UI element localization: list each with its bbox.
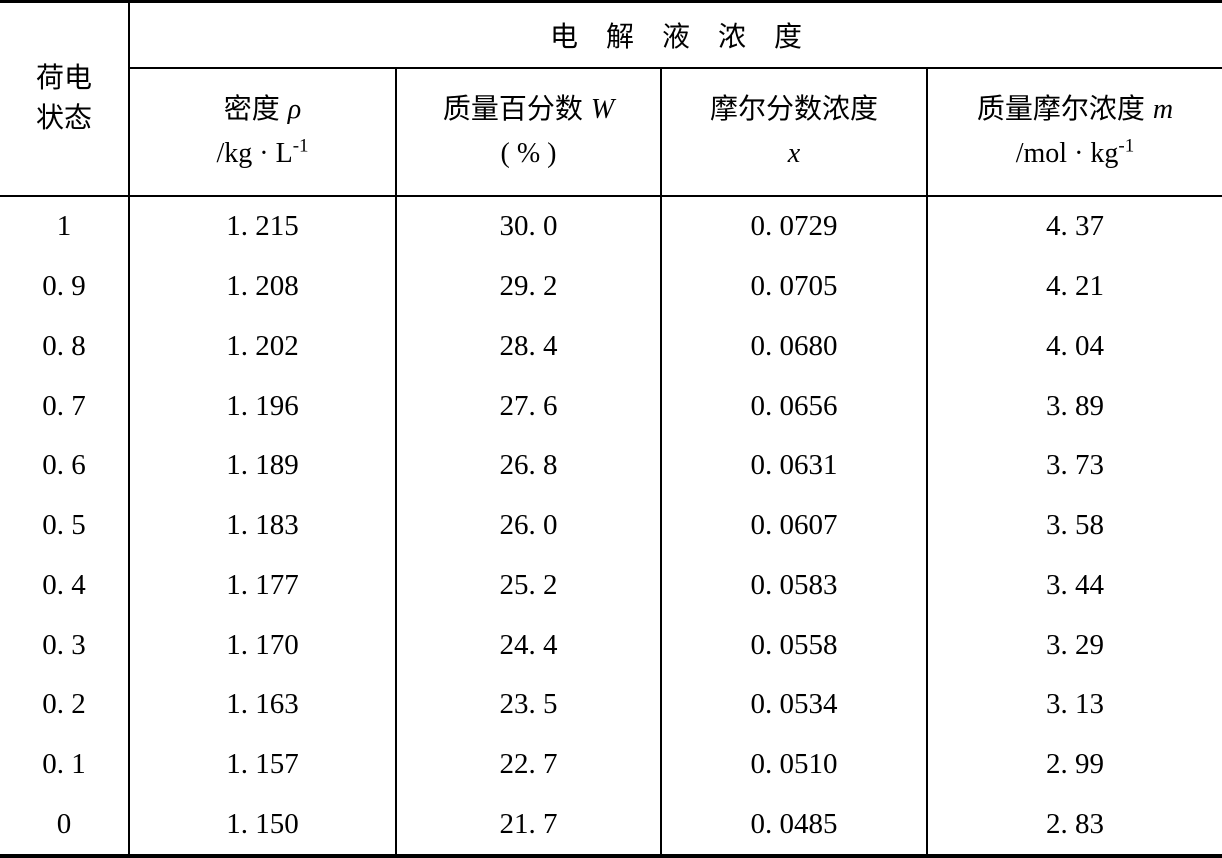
mole-fraction-cell: 0. 0607: [662, 495, 928, 556]
soc-cell: 1: [0, 197, 130, 257]
group-header-cell: 电解液浓度: [130, 3, 1222, 69]
table-row: 0. 1 1. 157 22. 7 0. 0510 2. 99: [0, 734, 1222, 795]
molality-cell: 3. 44: [1046, 568, 1104, 601]
mole-fraction-cell: 0. 0534: [662, 674, 928, 735]
col-header-density: 密度 ρ /kg · L-1: [130, 69, 397, 195]
mass-percent-cell: 21. 7: [397, 794, 662, 854]
density-unit: /kg · L: [216, 138, 293, 169]
mass-percent-symbol: W: [590, 94, 615, 125]
table-row: 1 1. 215 30. 0 0. 0729 4. 37: [0, 197, 1222, 257]
density-cell: 1. 189: [130, 435, 397, 496]
molality-cell: 4. 37: [1046, 210, 1104, 243]
density-symbol: ρ: [287, 94, 302, 125]
density-cell: 1. 150: [130, 794, 397, 854]
col-header-molality: 质量摩尔浓度 m /mol · kg-1: [928, 69, 1222, 195]
density-unit-exponent: -1: [292, 135, 309, 157]
mass-percent-cell: 30. 0: [397, 197, 662, 257]
molality-cell: 3. 29: [1046, 628, 1104, 661]
density-cell: 1. 196: [130, 376, 397, 436]
mass-percent-cell: 22. 7: [397, 734, 662, 795]
mass-percent-cell: 25. 2: [397, 555, 662, 616]
soc-cell: 0. 4: [0, 555, 130, 616]
molality-cell: 3. 89: [1046, 389, 1104, 422]
mole-fraction-cell: 0. 0656: [662, 376, 928, 436]
mole-fraction-cell: 0. 0729: [662, 197, 928, 257]
soc-header-cell: 荷电 状态: [0, 3, 130, 195]
table-row: 0. 9 1. 208 29. 2 0. 0705 4. 21: [0, 256, 1222, 317]
molality-cell: 3. 73: [1046, 449, 1104, 482]
soc-cell: 0. 2: [0, 674, 130, 735]
density-cell: 1. 183: [130, 495, 397, 556]
mass-percent-header-label: 质量百分数: [442, 94, 583, 125]
density-cell: 1. 170: [130, 615, 397, 675]
molality-header-label: 质量摩尔浓度: [976, 94, 1145, 125]
table-body: 1 1. 215 30. 0 0. 0729 4. 37 0. 9 1. 208…: [0, 197, 1222, 854]
table-row: 0. 8 1. 202 28. 4 0. 0680 4. 04: [0, 316, 1222, 377]
molality-cell: 3. 13: [1046, 688, 1104, 721]
mole-fraction-cell: 0. 0631: [662, 435, 928, 496]
soc-cell: 0. 6: [0, 435, 130, 496]
table-row: 0. 7 1. 196 27. 6 0. 0656 3. 89: [0, 376, 1222, 436]
density-cell: 1. 215: [130, 197, 397, 257]
mole-fraction-cell: 0. 0510: [662, 734, 928, 795]
molality-cell: 4. 04: [1046, 329, 1104, 362]
soc-cell: 0. 5: [0, 495, 130, 556]
table-row: 0. 2 1. 163 23. 5 0. 0534 3. 13: [0, 674, 1222, 735]
density-cell: 1. 177: [130, 555, 397, 616]
mole-fraction-cell: 0. 0583: [662, 555, 928, 616]
soc-cell: 0. 8: [0, 316, 130, 377]
soc-cell: 0. 7: [0, 376, 130, 436]
soc-header-line2: 状态: [35, 103, 92, 134]
table-row: 0. 6 1. 189 26. 8 0. 0631 3. 73: [0, 435, 1222, 496]
molality-cell: 2. 99: [1046, 747, 1104, 780]
molality-cell: 2. 83: [1046, 807, 1104, 840]
molality-symbol: m: [1152, 94, 1174, 125]
table-header: 荷电 状态 电解液浓度 密度 ρ /kg · L-1 质量百分数 W ( % ) 摩…: [0, 3, 1222, 197]
mass-percent-cell: 24. 4: [397, 615, 662, 675]
density-cell: 1. 163: [130, 674, 397, 735]
mass-percent-cell: 28. 4: [397, 316, 662, 377]
soc-cell: 0. 1: [0, 734, 130, 795]
molality-cell: 4. 21: [1046, 270, 1104, 303]
mass-percent-cell: 27. 6: [397, 376, 662, 436]
molality-unit: /mol · kg: [1015, 138, 1119, 169]
mole-fraction-cell: 0. 0705: [662, 256, 928, 317]
table-row: 0 1. 150 21. 7 0. 0485 2. 83: [0, 794, 1222, 854]
soc-cell: 0. 9: [0, 256, 130, 317]
density-cell: 1. 202: [130, 316, 397, 377]
table-row: 0. 4 1. 177 25. 2 0. 0583 3. 44: [0, 555, 1222, 616]
molality-cell: 3. 58: [1046, 509, 1104, 542]
soc-header-line1: 荷电: [35, 63, 92, 94]
table-row: 0. 5 1. 183 26. 0 0. 0607 3. 58: [0, 495, 1222, 556]
density-cell: 1. 208: [130, 256, 397, 317]
mole-fraction-header-label: 摩尔分数浓度: [709, 94, 878, 125]
soc-cell: 0. 3: [0, 615, 130, 675]
mole-fraction-symbol: x: [787, 138, 801, 169]
mass-percent-cell: 23. 5: [397, 674, 662, 735]
density-header-label: 密度: [223, 94, 280, 125]
mass-percent-cell: 26. 8: [397, 435, 662, 496]
table-row: 0. 3 1. 170 24. 4 0. 0558 3. 29: [0, 615, 1222, 675]
density-cell: 1. 157: [130, 734, 397, 795]
col-header-mass-percent: 质量百分数 W ( % ): [397, 69, 662, 195]
mole-fraction-cell: 0. 0558: [662, 615, 928, 675]
soc-cell: 0: [0, 794, 130, 854]
col-header-mole-fraction: 摩尔分数浓度 x: [662, 69, 928, 195]
mole-fraction-cell: 0. 0680: [662, 316, 928, 377]
molality-unit-exponent: -1: [1118, 135, 1135, 157]
mole-fraction-cell: 0. 0485: [662, 794, 928, 854]
mass-percent-cell: 26. 0: [397, 495, 662, 556]
group-header-label: 电解液浓度: [549, 22, 830, 53]
mass-percent-cell: 29. 2: [397, 256, 662, 317]
mass-percent-unit: ( % ): [500, 138, 557, 169]
